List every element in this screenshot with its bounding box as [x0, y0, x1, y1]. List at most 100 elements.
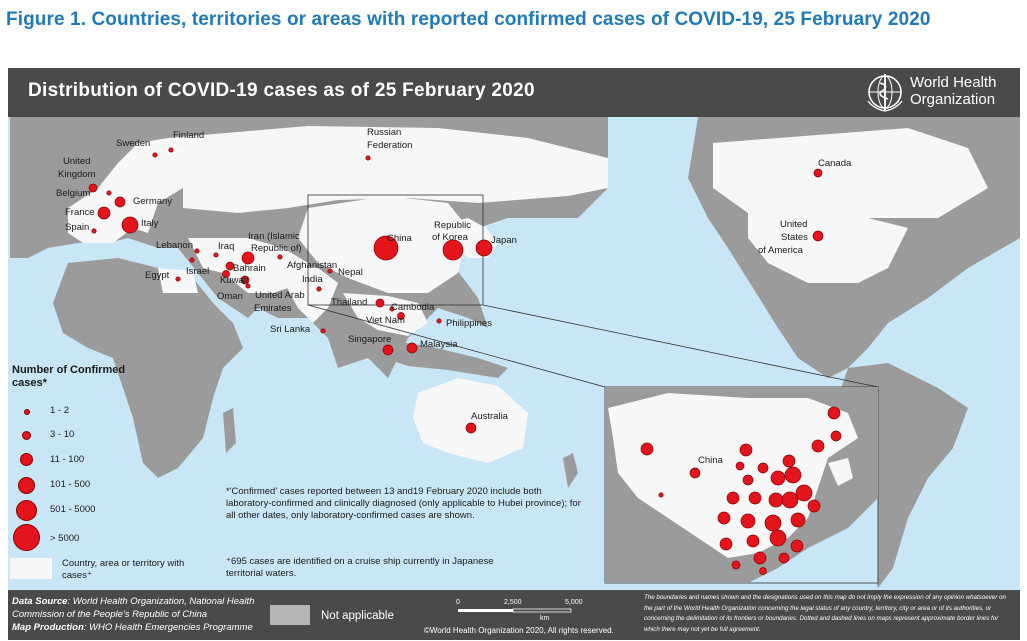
- inset-bubble: [782, 454, 796, 468]
- label-israel: Israel: [186, 266, 209, 277]
- label-uk-1: United: [63, 156, 90, 167]
- bubble-usa: [812, 230, 824, 242]
- label-cambodia: Cambodia: [391, 302, 435, 313]
- inset-bubble: [811, 439, 825, 453]
- note-cruise-ship: ⁺695 cases are identified on a cruise sh…: [226, 556, 494, 579]
- inset-bubble: [807, 499, 821, 513]
- bubble-srilanka: [320, 328, 326, 334]
- bubble-sweden: [152, 152, 158, 158]
- inset-bubble: [790, 539, 804, 553]
- map-header: Distribution of COVID-19 cases as of 25 …: [8, 68, 1020, 117]
- inset-bubble: [658, 492, 664, 498]
- bubble-uae: [240, 275, 250, 285]
- legend-dot-101-500: [18, 477, 35, 494]
- bubble-spain: [91, 228, 97, 234]
- label-usa-2: States: [781, 232, 808, 243]
- inset-bubble: [827, 406, 841, 420]
- not-applicable-label: Not applicable: [321, 610, 394, 622]
- label-finland: Finland: [173, 130, 204, 141]
- legend-swatch-affected: [10, 558, 52, 579]
- label-uae-2: Emirates: [254, 303, 292, 314]
- label-australia: Australia: [471, 411, 509, 422]
- bubble-thailand: [375, 298, 385, 308]
- inset-bubble: [759, 567, 767, 575]
- bubble-japan: [475, 239, 493, 257]
- bubble-china: [373, 235, 399, 261]
- inset-bubbles: [640, 406, 842, 575]
- label-uae-1: United Arab: [255, 290, 305, 301]
- europe-affected: [68, 138, 183, 243]
- map-title: Distribution of COVID-19 cases as of 25 …: [28, 80, 535, 101]
- label-iran-2: Republic of): [251, 243, 302, 254]
- copyright-text: ©World Health Organization 2020, All rig…: [424, 626, 614, 635]
- map-production-text: : WHO Health Emergencies Programme: [83, 622, 253, 633]
- label-singapore: Singapore: [348, 334, 391, 345]
- inset-bubble: [768, 492, 784, 508]
- inset-bubble: [748, 491, 762, 505]
- bubble-finland: [168, 147, 174, 153]
- label-nepal: Nepal: [338, 267, 363, 278]
- label-korea-2: of Korea: [432, 232, 469, 243]
- inset-bubble: [739, 443, 753, 457]
- bubble-australia: [465, 422, 477, 434]
- india-affected: [286, 263, 338, 323]
- bubble-italy: [121, 216, 139, 234]
- figure-title: Figure 1. Countries, territories or area…: [6, 9, 931, 30]
- bubble-oman: [245, 283, 251, 289]
- bubble-korea: [442, 239, 464, 261]
- bubble-bahrain: [225, 261, 235, 271]
- label-srilanka: Sri Lanka: [270, 324, 311, 335]
- inset-korea: [828, 458, 853, 486]
- data-source-text: : World Health Organization, National He…: [12, 596, 255, 620]
- label-germany: Germany: [133, 196, 172, 207]
- usa-affected: [748, 213, 908, 283]
- bubble-india: [316, 286, 322, 292]
- australia-affected: [413, 378, 528, 463]
- scale-mid: 2,500: [504, 599, 522, 606]
- label-uk-2: Kingdom: [58, 169, 96, 180]
- new-zealand-landmass: [563, 453, 578, 488]
- label-philippines: Philippines: [446, 318, 492, 329]
- label-japan: Japan: [491, 235, 517, 246]
- inset-bubble: [731, 560, 741, 570]
- scale-bar-graphic: [458, 608, 572, 613]
- inset-bubble: [769, 529, 787, 547]
- bubble-belgium: [106, 190, 112, 196]
- label-thailand: Thailand: [331, 297, 367, 308]
- scale-bar: 0 2,500 5,000 km: [438, 599, 588, 629]
- legend-label-5000-plus: > 5000: [50, 533, 80, 544]
- label-usa-1: United: [780, 219, 807, 230]
- bubble-kuwait: [222, 270, 230, 278]
- label-russia-1: Russian: [367, 127, 401, 138]
- canada-affected: [713, 128, 988, 218]
- inset-map: [604, 386, 879, 584]
- legend-dot-1-2: [24, 409, 30, 415]
- scale-max: 5,000: [565, 599, 583, 606]
- middle-east-affected: [188, 238, 308, 293]
- legend-label-affected: Country, area or territory with cases⁺: [62, 558, 185, 581]
- label-belgium: Belgium: [56, 188, 90, 199]
- label-afghanistan: Afghanistan: [287, 260, 337, 271]
- bubble-canada: [813, 168, 823, 178]
- inset-bubble: [757, 462, 769, 474]
- not-applicable-swatch: [270, 605, 310, 625]
- world-bubbles: [88, 147, 824, 434]
- inset-bubble: [795, 484, 813, 502]
- legend-label-1-2: 1 - 2: [50, 405, 70, 416]
- map-production-label: Map Production: [12, 622, 84, 633]
- footer-credits: Data Source: World Health Organization, …: [12, 595, 292, 634]
- who-logo-text: World Health Organization: [910, 74, 996, 108]
- inset-bubble: [640, 442, 654, 456]
- who-logo-line2: Organization: [910, 91, 996, 108]
- inset-bubble: [689, 467, 701, 479]
- inset-bubble: [719, 537, 733, 551]
- bubble-malaysia: [406, 342, 418, 354]
- label-russia-2: Federation: [367, 140, 412, 151]
- bubble-france: [97, 206, 111, 220]
- bubble-nepal: [327, 268, 333, 274]
- legend-label-101-500: 101 - 500: [50, 479, 91, 490]
- inset-bubble: [753, 551, 767, 565]
- russia-affected: [168, 126, 608, 213]
- indonesia-landmass: [368, 338, 508, 378]
- label-bahrain: Bahrain: [233, 263, 266, 274]
